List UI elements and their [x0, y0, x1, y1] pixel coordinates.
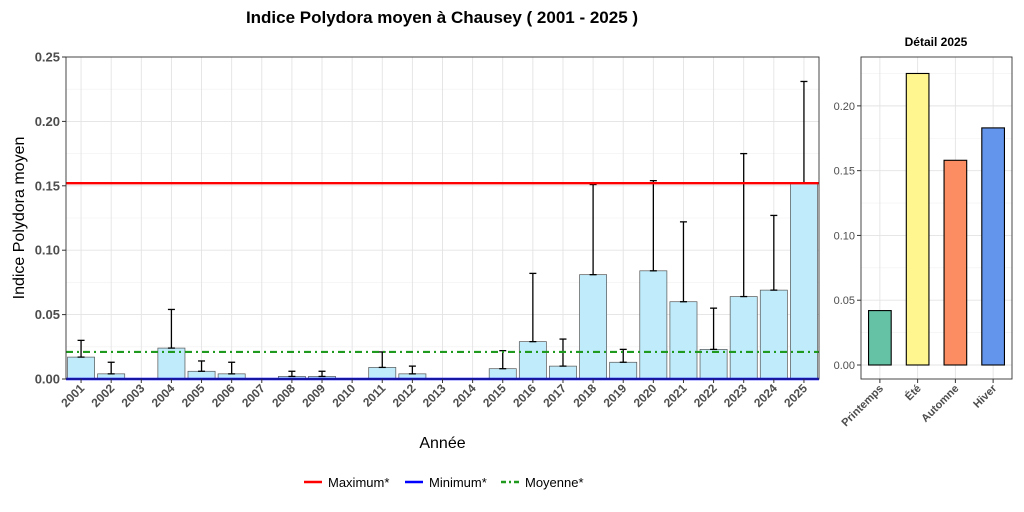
- main-y-tick-label: 0.00: [35, 372, 60, 387]
- season-bar: [981, 127, 1005, 366]
- bar: [488, 368, 517, 380]
- detail-panel-border: [860, 56, 1013, 380]
- main-x-tick-label: 2004: [149, 381, 178, 410]
- main-chart-title: Indice Polydora moyen à Chausey ( 2001 -…: [245, 8, 639, 27]
- main-y-tick-label: 0.25: [35, 50, 60, 65]
- main-y-tick-label: 0.20: [35, 114, 60, 129]
- detail-y-tick-label: 0.00: [834, 360, 855, 372]
- bar: [67, 356, 95, 380]
- bar: [518, 341, 547, 380]
- bar: [729, 296, 758, 380]
- main-x-tick-label: 2016: [510, 381, 539, 410]
- bar: [549, 365, 577, 380]
- main-x-tick-label: 2023: [721, 381, 750, 410]
- main-x-tick-label: 2015: [480, 381, 509, 410]
- main-x-tick-label: 2013: [420, 381, 449, 410]
- main-x-tick-label: 2018: [570, 381, 599, 410]
- bar: [368, 367, 397, 380]
- main-x-tick-label: 2014: [450, 381, 479, 410]
- main-x-tick-label: 2003: [119, 381, 148, 410]
- main-x-tick-label: 2017: [540, 381, 569, 410]
- main-y-axis-title: Indice Polydora moyen: [11, 137, 28, 300]
- detail-x-tick-label: Printemps: [839, 383, 886, 430]
- main-x-axis-title: Année: [419, 435, 465, 452]
- main-x-tick-label: 2006: [209, 381, 238, 410]
- bar: [669, 301, 698, 380]
- main-y-tick-label: 0.05: [35, 307, 60, 322]
- bar: [609, 361, 638, 380]
- bar: [579, 274, 608, 380]
- main-x-tick-label: 2001: [58, 381, 87, 410]
- main-x-tick-label: 2020: [631, 381, 660, 410]
- bar: [699, 349, 728, 380]
- season-bar: [867, 310, 892, 366]
- detail-y-tick-label: 0.15: [834, 166, 855, 178]
- detail-x-tick-label: Été: [902, 382, 923, 403]
- main-x-tick-label: 2007: [239, 381, 268, 410]
- main-x-tick-label: 2005: [179, 381, 208, 410]
- main-x-tick-label: 2025: [781, 381, 810, 410]
- detail-chart-title: Détail 2025: [904, 35, 968, 49]
- main-y-tick-label: 0.10: [35, 243, 60, 258]
- main-x-tick-label: 2021: [661, 381, 690, 410]
- legend-label: Moyenne*: [525, 475, 584, 490]
- season-bar: [905, 72, 930, 366]
- detail-y-tick-label: 0.10: [834, 230, 855, 242]
- season-bar: [943, 159, 968, 366]
- main-x-tick-label: 2010: [329, 381, 358, 410]
- detail-x-tick-label: Automne: [919, 383, 961, 425]
- main-x-tick-label: 2008: [269, 381, 298, 410]
- main-x-tick-label: 2002: [89, 381, 118, 410]
- detail-x-tick-label: Hiver: [971, 382, 999, 410]
- main-x-tick-label: 2009: [299, 381, 328, 410]
- bar: [790, 182, 818, 380]
- bar: [157, 347, 186, 380]
- legend-label: Maximum*: [328, 475, 389, 490]
- main-x-tick-label: 2019: [601, 381, 630, 410]
- main-x-tick-label: 2024: [751, 381, 780, 410]
- main-y-tick-label: 0.15: [35, 178, 60, 193]
- bar: [639, 270, 668, 380]
- detail-y-tick-label: 0.05: [834, 295, 855, 307]
- detail-y-tick-label: 0.20: [834, 101, 855, 113]
- main-x-tick-label: 2012: [390, 381, 419, 410]
- legend-label: Minimum*: [429, 475, 487, 490]
- main-x-tick-label: 2022: [691, 381, 720, 410]
- bar: [759, 289, 788, 380]
- main-x-tick-label: 2011: [360, 381, 389, 410]
